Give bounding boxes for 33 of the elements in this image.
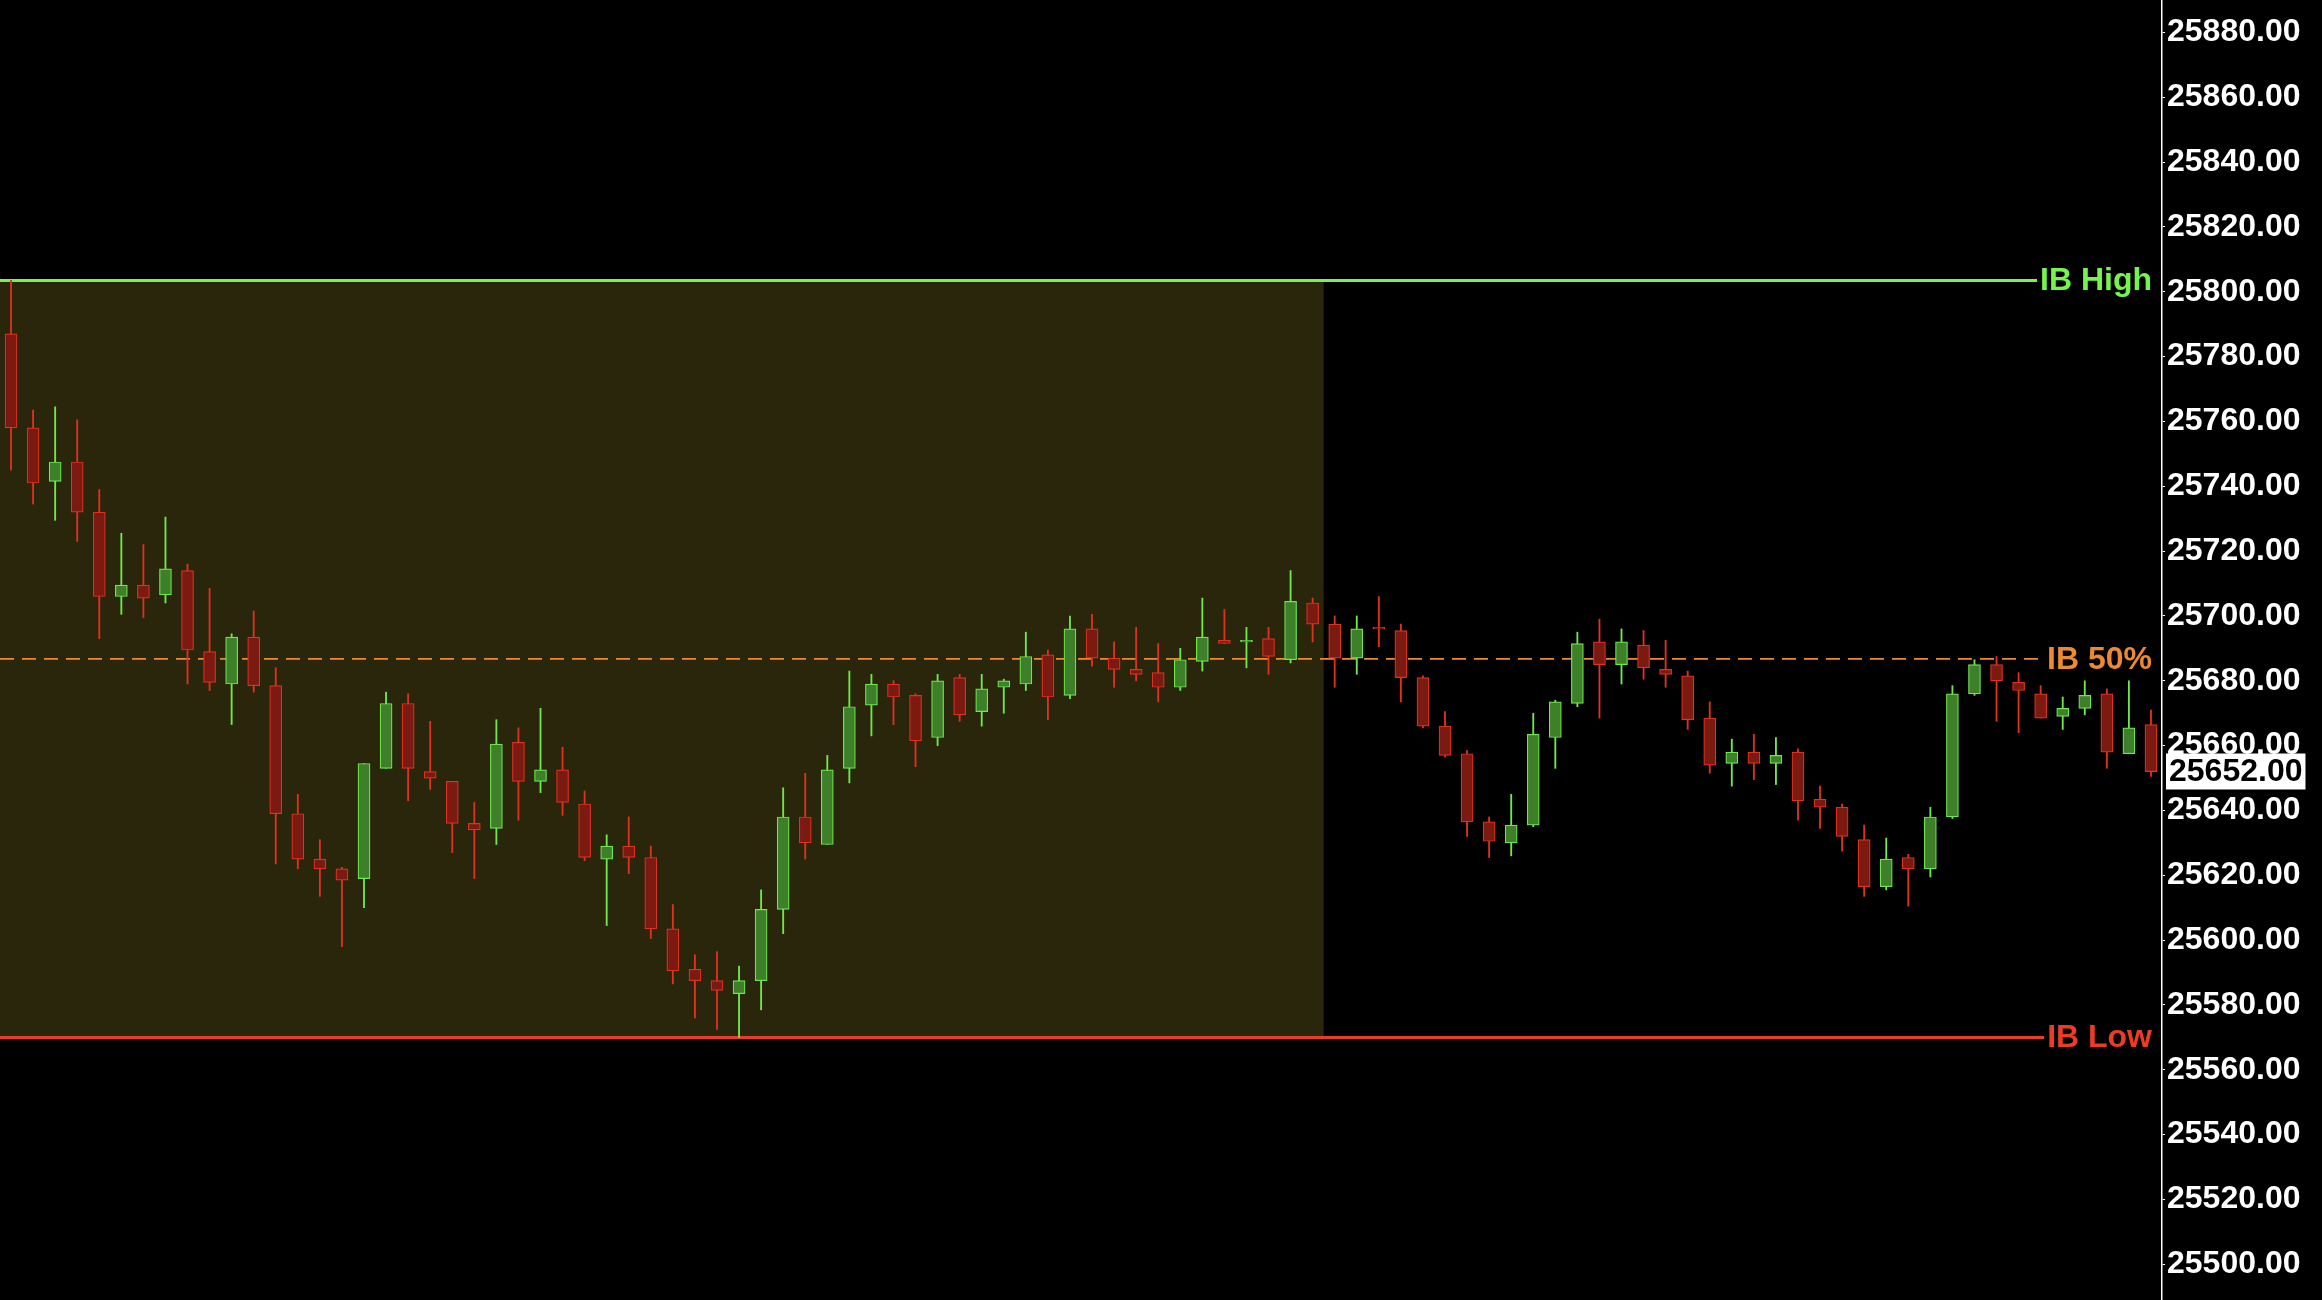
candlestick <box>1129 626 1143 682</box>
candlestick <box>335 866 349 947</box>
ref-line-label: IB Low <box>2047 1018 2153 1055</box>
y-tick-label: 25600.00 <box>2167 919 2301 956</box>
y-tick-label: 25860.00 <box>2167 77 2301 114</box>
ref-line-label: IB High <box>2040 261 2152 298</box>
candlestick <box>1659 639 1672 688</box>
candlestick <box>600 834 614 926</box>
y-tick-label: 25520.00 <box>2167 1179 2301 1216</box>
y-tick-label: 25840.00 <box>2167 141 2301 178</box>
y-tick-label: 25640.00 <box>2167 790 2301 827</box>
candlestick <box>1218 609 1231 644</box>
y-tick-label: 25800.00 <box>2167 271 2301 308</box>
y-tick-label: 25820.00 <box>2167 206 2301 243</box>
y-tick-label: 25720.00 <box>2167 530 2301 567</box>
candlestick <box>710 951 724 1030</box>
y-tick-label: 25560.00 <box>2167 1049 2301 1086</box>
y-tick-label: 25540.00 <box>2167 1114 2301 1151</box>
y-tick-label: 25700.00 <box>2167 595 2301 632</box>
y-tick-label: 25620.00 <box>2167 855 2301 892</box>
y-tick-label: 25740.00 <box>2167 466 2301 503</box>
candlestick <box>467 802 481 879</box>
y-tick-label: 25500.00 <box>2167 1244 2301 1281</box>
y-tick-label: 25780.00 <box>2167 336 2301 373</box>
candlestick <box>115 532 128 615</box>
y-tick-label: 25880.00 <box>2167 12 2301 49</box>
ref-line-label: IB 50% <box>2047 639 2152 676</box>
y-tick-label: 25760.00 <box>2167 401 2301 438</box>
y-tick-label: 25580.00 <box>2167 984 2301 1021</box>
candlestick <box>2012 672 2025 733</box>
candlestick <box>313 839 327 897</box>
candlestick <box>423 720 437 790</box>
y-tick-label: 25680.00 <box>2167 660 2301 697</box>
